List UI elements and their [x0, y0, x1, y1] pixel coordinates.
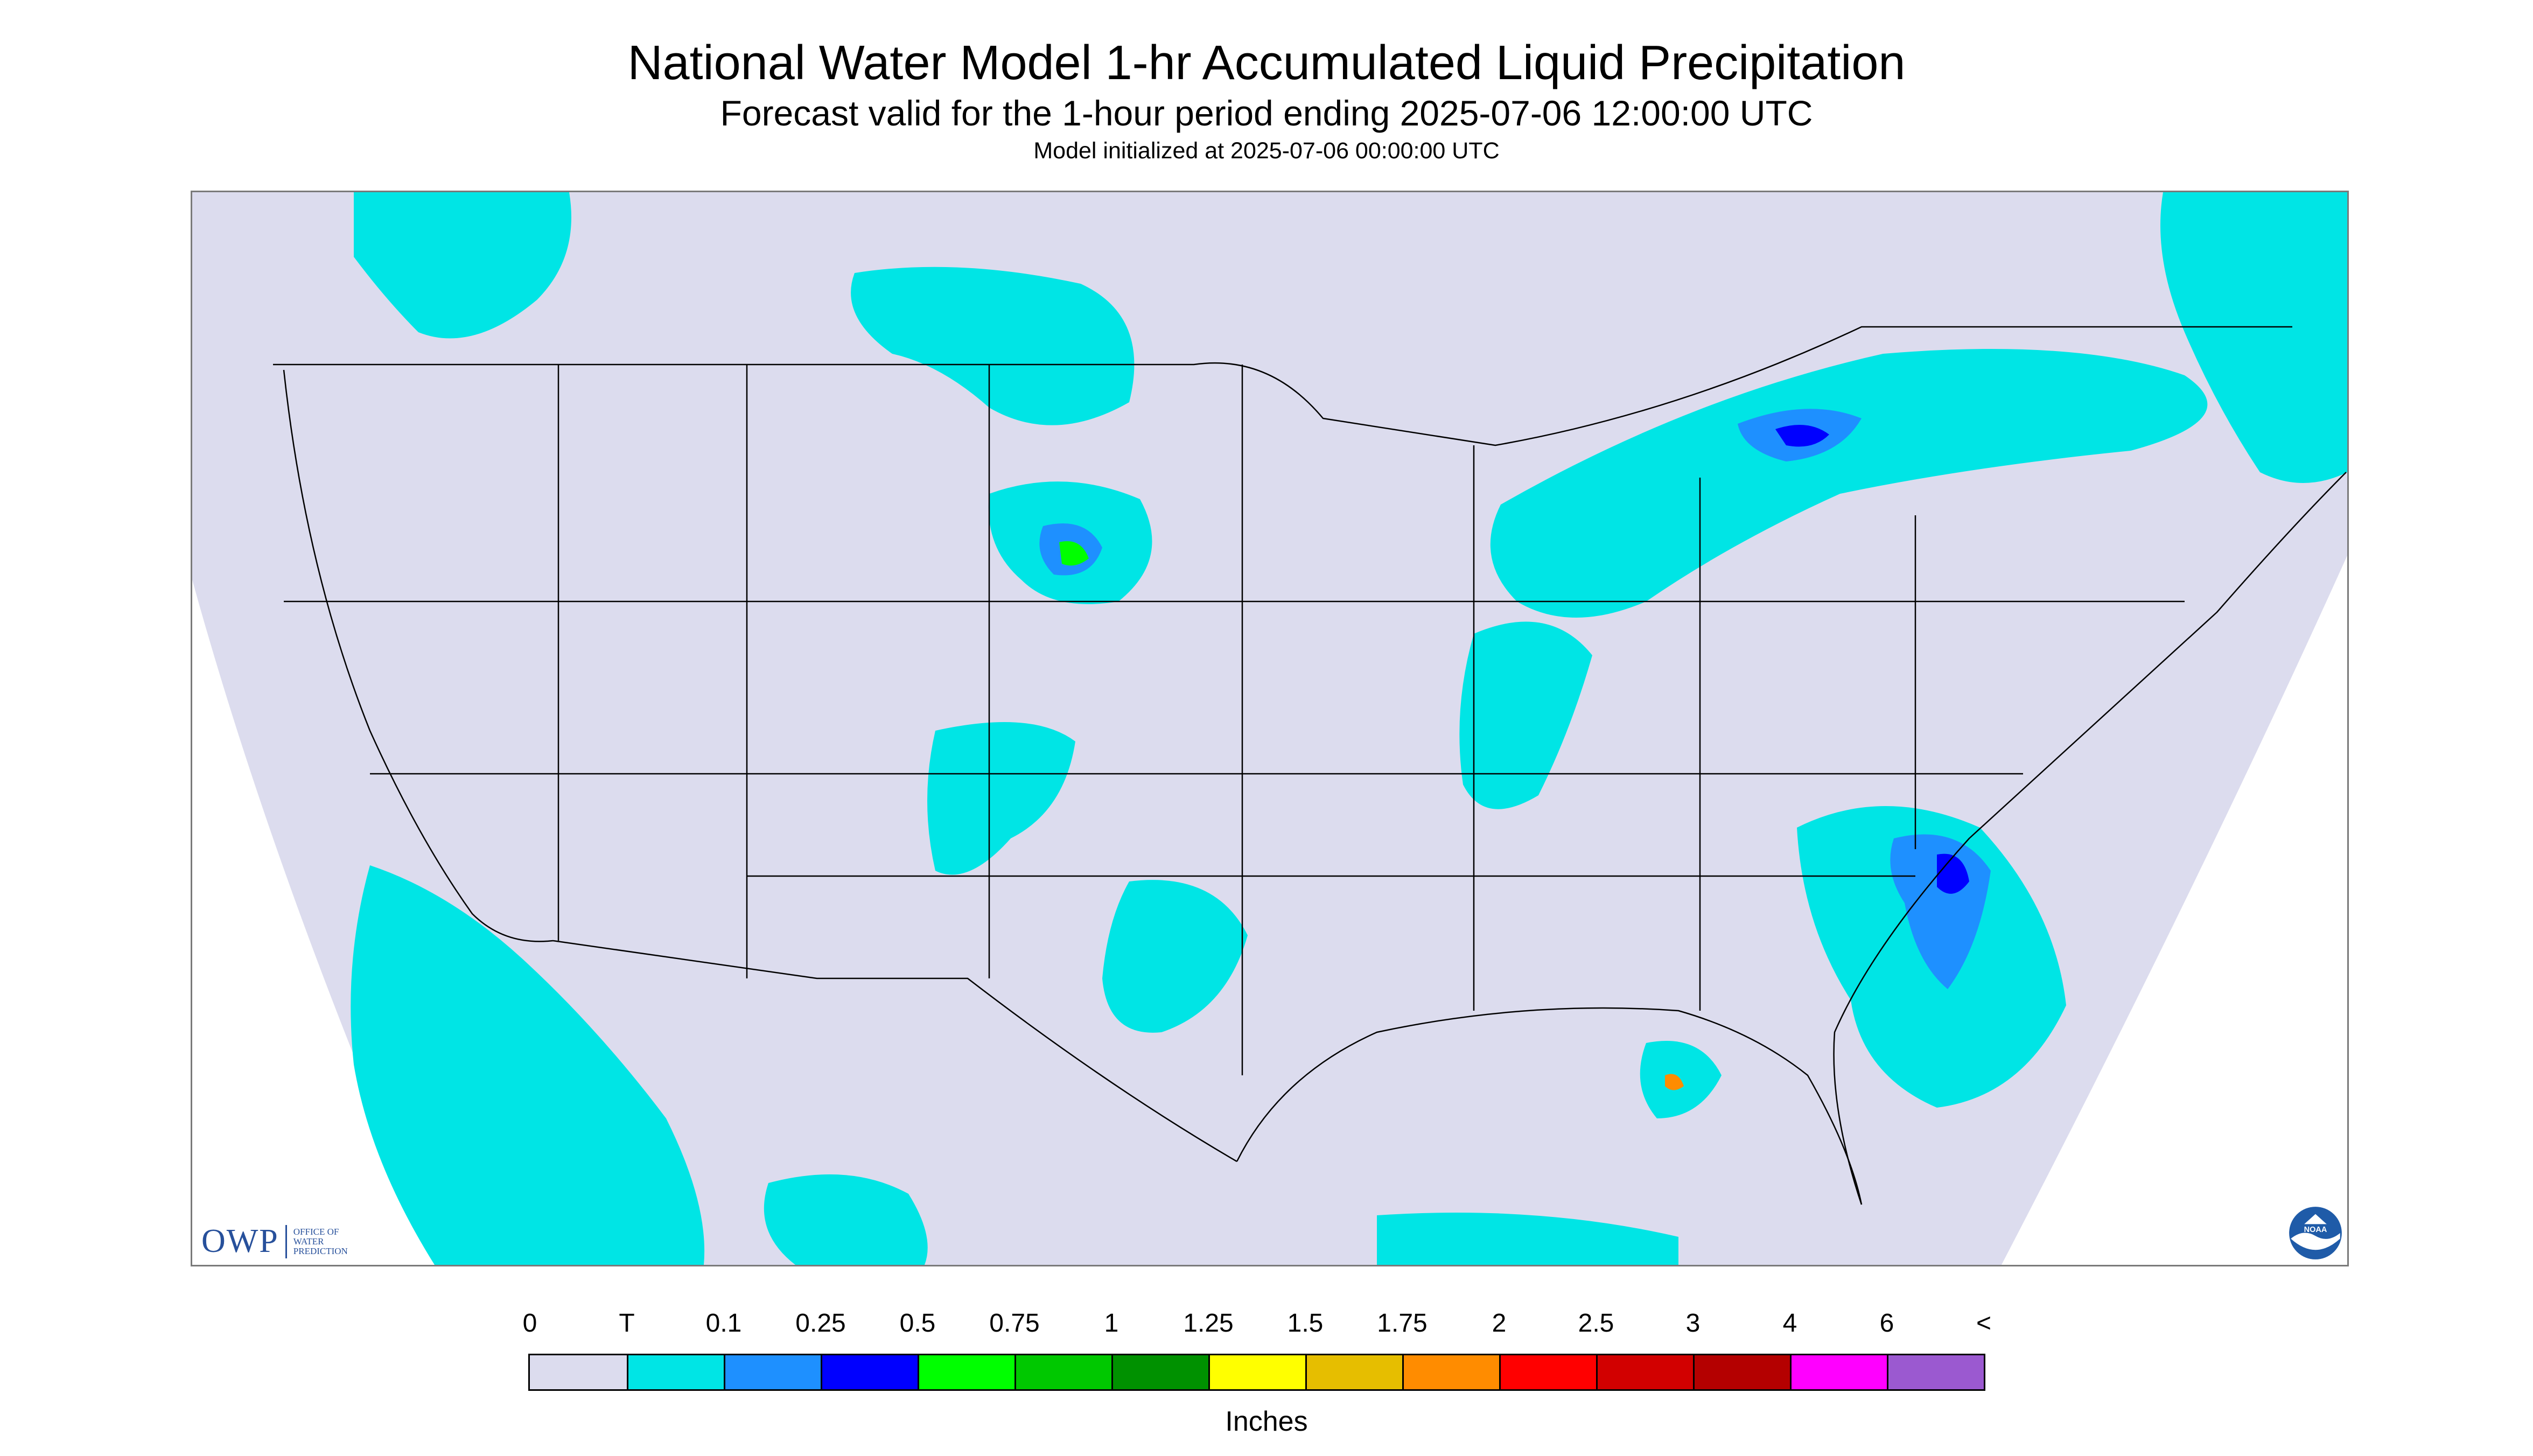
west-coast: [283, 369, 554, 942]
precip-area-great-lakes: [1490, 349, 2208, 618]
owp-logo: OWP Office of Water Prediction: [201, 1222, 348, 1261]
colorbar-tick-label: 0.75: [989, 1309, 1040, 1338]
model-init-subtitle: Model initialized at 2025-07-06 00:00:00…: [1033, 138, 1500, 164]
colorbar-tick-label: 0.5: [899, 1309, 936, 1338]
owp-logo-letters: OWP: [201, 1223, 279, 1259]
precip-area-northwest-canada: [354, 192, 571, 339]
colorbar-tick-label: 2: [1492, 1309, 1507, 1338]
precip-area-north-dakota-canada: [851, 267, 1135, 425]
precip-area-pacific-south: [1377, 1213, 1678, 1265]
colorbar-swatch: [1790, 1355, 1887, 1389]
colorbar-swatch: [530, 1355, 627, 1389]
colorbar-tick-label: 1.75: [1377, 1309, 1428, 1338]
colorbar-swatch: [1596, 1355, 1693, 1389]
east-coast: [1833, 472, 2347, 1205]
outside-domain-left: [192, 580, 441, 1265]
precipitation-map: [191, 191, 2349, 1266]
us-mexico-border: [552, 940, 1237, 1163]
colorbar-swatch: [1014, 1355, 1111, 1389]
colorbar-swatch: [1693, 1355, 1790, 1389]
colorbar-tick-label: 1.5: [1287, 1309, 1324, 1338]
precip-area-northeast-canada: [2160, 192, 2347, 483]
colorbar-swatch: [1305, 1355, 1402, 1389]
colorbar-tick-label: 2.5: [1578, 1309, 1614, 1338]
colorbar-tick-label: 0.25: [795, 1309, 846, 1338]
colorbar-swatch: [1499, 1355, 1596, 1389]
precip-area-colorado-kansas: [927, 722, 1075, 875]
colorbar-tick-label: 1: [1104, 1309, 1119, 1338]
colorbar-tick-label: 0: [522, 1309, 537, 1338]
precip-max-carolinas: [1937, 853, 1969, 894]
colorbar-swatch: [1402, 1355, 1499, 1389]
precip-area-pacific-baja: [351, 865, 705, 1265]
precip-area-oklahoma-texas: [1102, 880, 1248, 1033]
colorbar-units-label: Inches: [1225, 1406, 1308, 1437]
political-boundaries: [273, 326, 2347, 1205]
gulf-coast: [1236, 1007, 1863, 1205]
colorbar-swatch: [918, 1355, 1014, 1389]
precip-area-illinois-indiana: [1459, 621, 1592, 809]
precipitation-colorbar: [528, 1354, 1985, 1391]
colorbar-tick-label: T: [619, 1309, 635, 1338]
forecast-valid-subtitle: Forecast valid for the 1-hour period end…: [720, 93, 1813, 133]
colorbar-tick-label: 4: [1782, 1309, 1797, 1338]
map-title: National Water Model 1-hr Accumulated Li…: [627, 36, 1906, 90]
outside-domain-right: [2002, 556, 2347, 1265]
owp-logo-divider: [285, 1224, 287, 1258]
colorbar-swatch: [821, 1355, 918, 1389]
precipitation-areas: [351, 192, 2347, 1265]
colorbar-tick-label: 3: [1685, 1309, 1701, 1338]
colorbar-swatch: [1208, 1355, 1305, 1389]
map-canvas: [192, 192, 2347, 1265]
colorbar-tick-label: <: [1976, 1309, 1992, 1338]
precip-area-west-mexico: [764, 1174, 928, 1265]
colorbar-tick-label: 0.1: [705, 1309, 742, 1338]
colorbar-tick-label: 1.25: [1183, 1309, 1234, 1338]
noaa-logo: NOAA: [2288, 1206, 2343, 1261]
colorbar-swatch: [1887, 1355, 1984, 1389]
us-canada-border: [273, 326, 2292, 446]
colorbar-swatch: [724, 1355, 821, 1389]
precip-max-great-lakes: [1775, 425, 1829, 447]
svg-text:NOAA: NOAA: [2304, 1226, 2327, 1234]
precip-max-gulf: [1665, 1074, 1684, 1090]
colorbar-tick-label: 6: [1879, 1309, 1894, 1338]
owp-logo-subtitle: Office of Water Prediction: [293, 1226, 348, 1256]
colorbar-swatch: [627, 1355, 724, 1389]
colorbar-swatch: [1111, 1355, 1208, 1389]
precip-max-south-dakota: [1059, 541, 1089, 566]
